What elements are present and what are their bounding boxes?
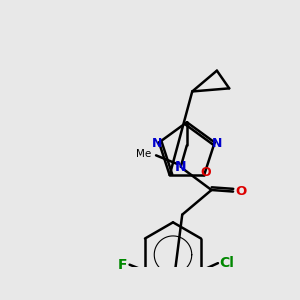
Text: N: N bbox=[212, 137, 222, 150]
Text: O: O bbox=[200, 167, 211, 179]
Text: O: O bbox=[235, 185, 246, 198]
Text: F: F bbox=[118, 258, 128, 272]
Text: N: N bbox=[175, 160, 187, 174]
Text: Me: Me bbox=[136, 149, 152, 159]
Text: N: N bbox=[152, 137, 162, 150]
Text: Cl: Cl bbox=[220, 256, 235, 270]
